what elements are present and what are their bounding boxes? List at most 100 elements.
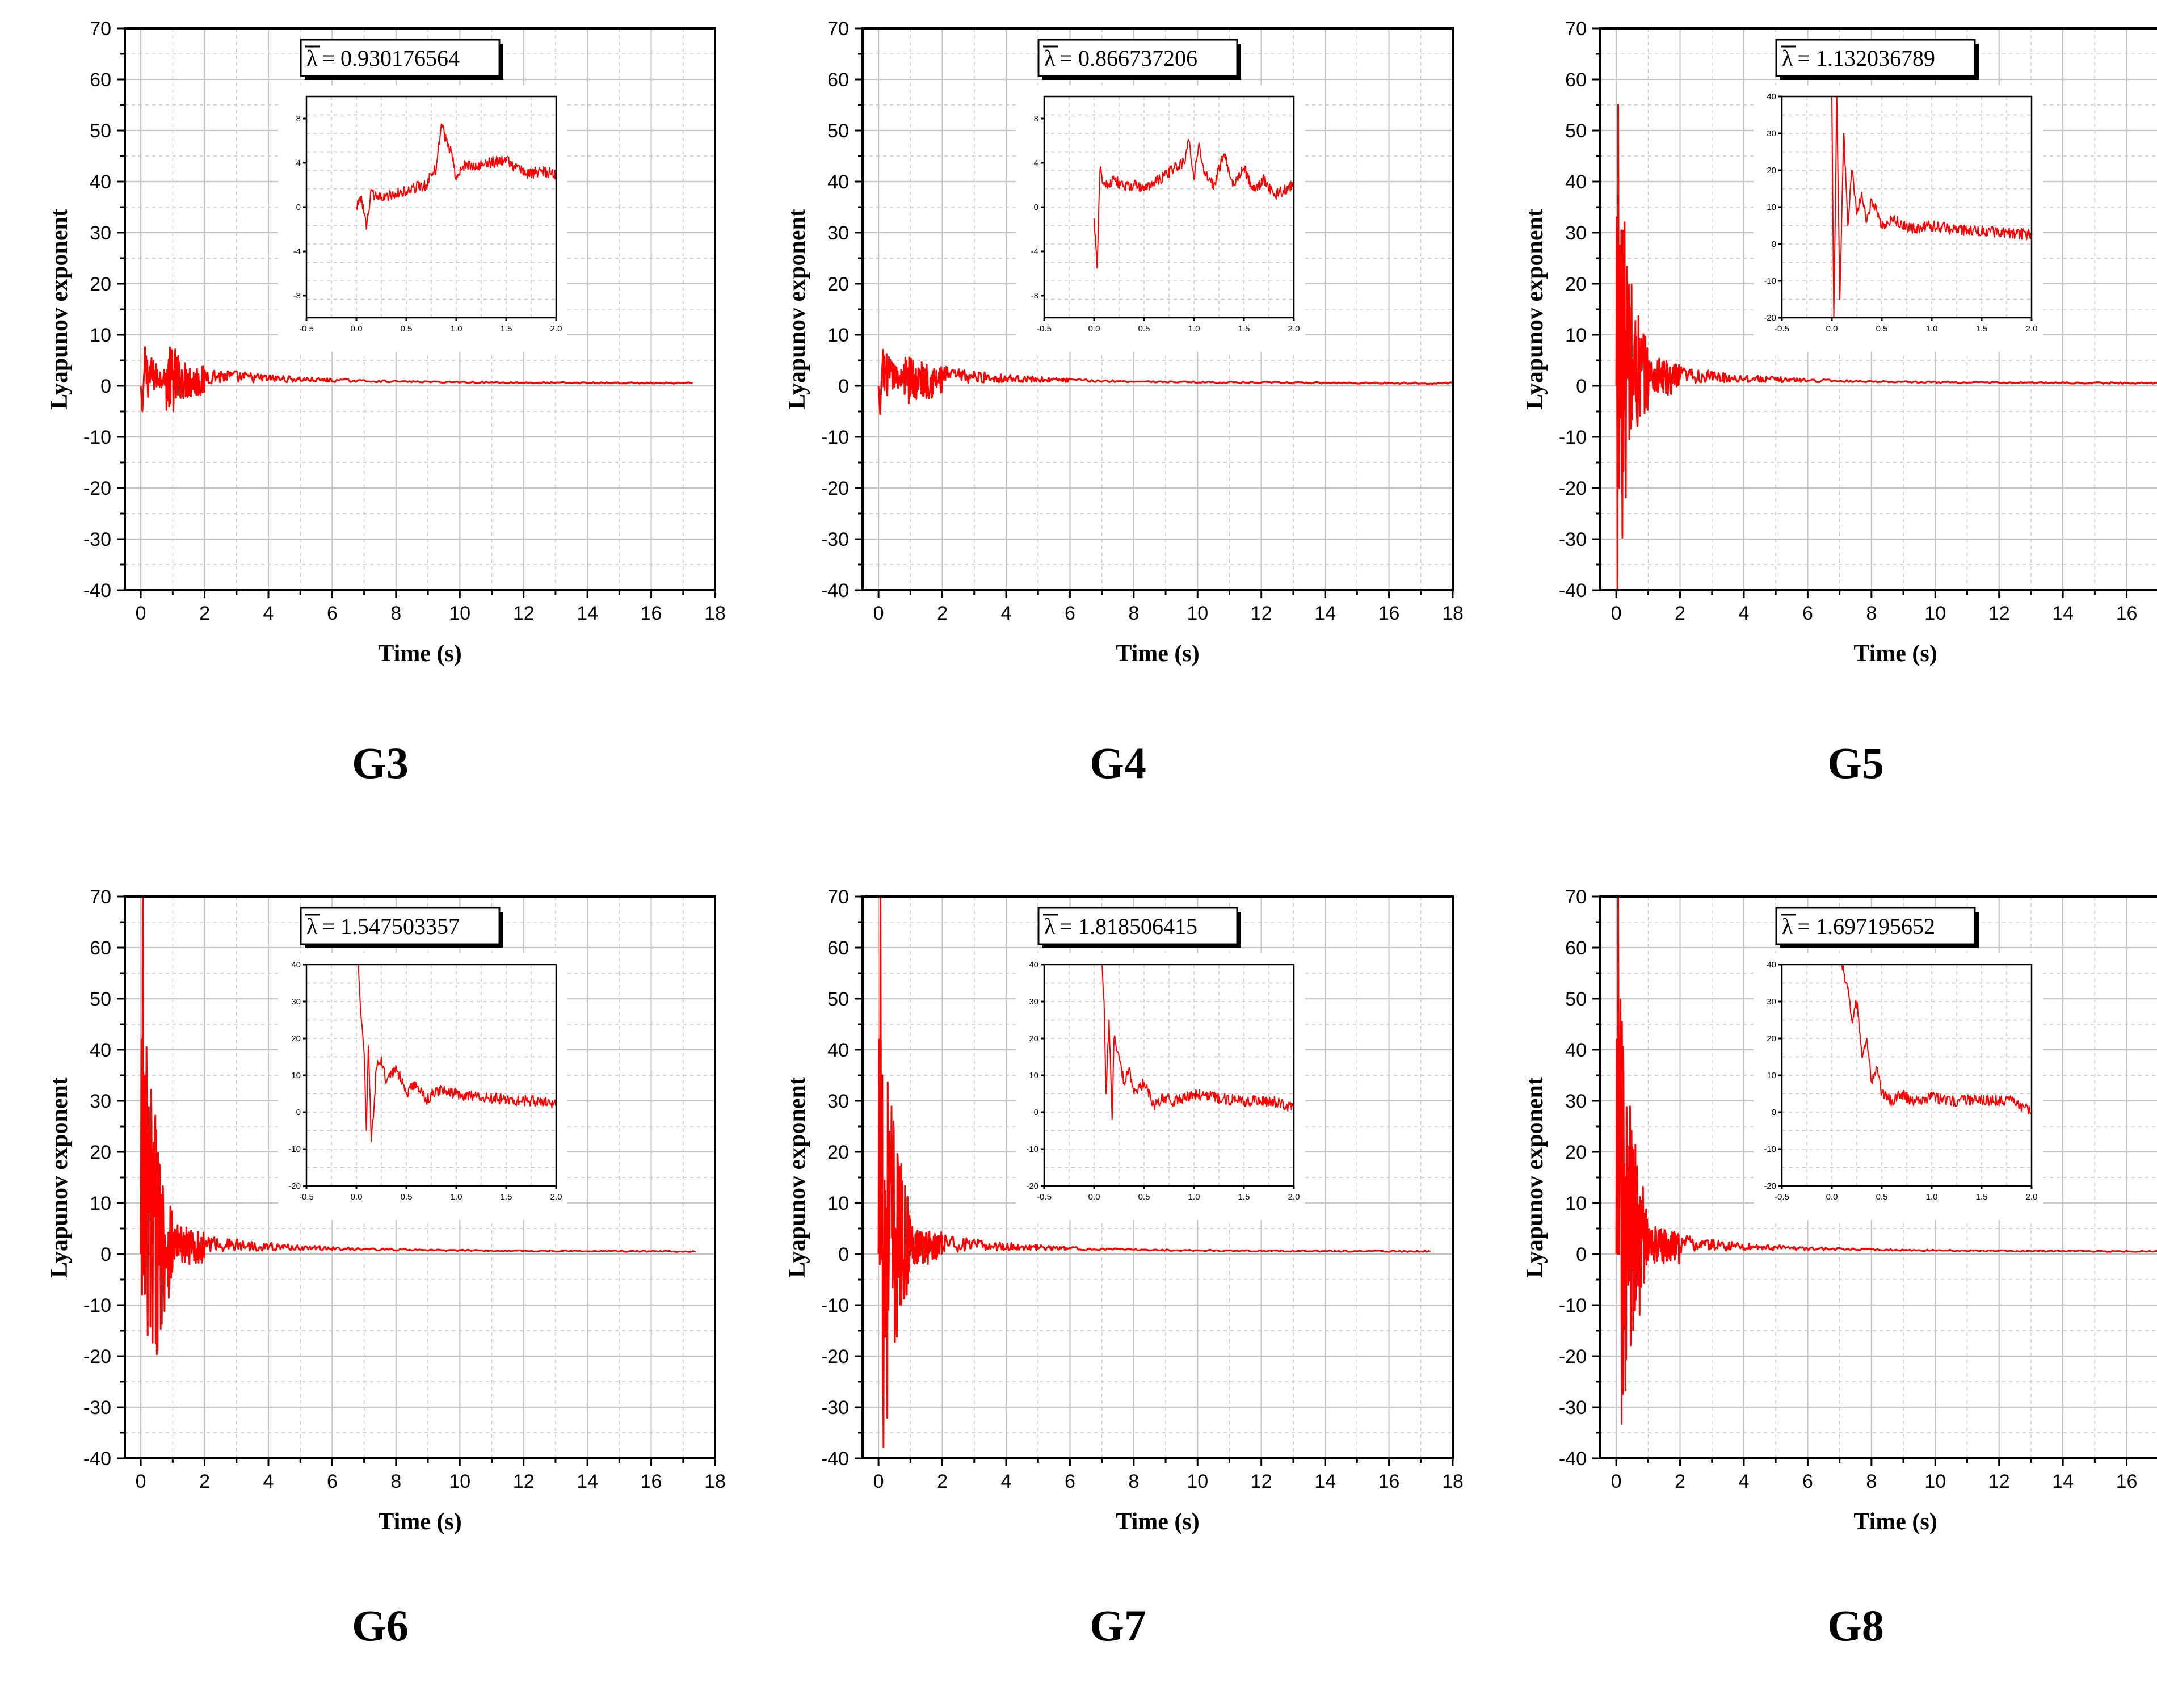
x-tick-label: 2 — [199, 603, 210, 624]
x-tick-label: 4 — [263, 1471, 274, 1492]
inset-x-tick-label: 0.0 — [1088, 1192, 1100, 1202]
inset-x-tick-label: 1.0 — [1188, 1192, 1200, 1202]
x-tick-label: 4 — [1001, 1471, 1012, 1492]
x-tick-label: 2 — [937, 1471, 948, 1492]
inset-y-tick-label: 0 — [296, 1108, 301, 1117]
inset-x-tick-label: 1.5 — [501, 324, 512, 334]
inset-x-tick-label: 2.0 — [550, 1192, 562, 1202]
inset-y-tick-label: -20 — [1026, 1181, 1038, 1191]
inset-x-tick-label: 0.5 — [1138, 1192, 1150, 1202]
panel-g4: 0 2 4 6 8 10 12 14 16 18 -40 -30 -20 -10 0 10 20 30 40 50 60… — [760, 0, 1475, 840]
x-tick-label: 4 — [263, 603, 274, 624]
inset-x-tick-label: 0.0 — [351, 1192, 363, 1202]
y-tick-label: -30 — [821, 1397, 849, 1419]
inset-y-tick-label: 30 — [291, 997, 301, 1007]
y-tick-label: 10 — [827, 1193, 849, 1214]
panel-g3: 0 2 4 6 8 10 12 14 16 18 -40 -30 -20 -10 0 10 20 30 40 50 60… — [23, 0, 738, 840]
y-tick-label: 40 — [90, 171, 111, 193]
y-tick-label: 10 — [1565, 1193, 1587, 1214]
x-tick-label: 6 — [1065, 1471, 1075, 1492]
y-tick-label: -10 — [821, 1295, 849, 1316]
chart-g3: 0 2 4 6 8 10 12 14 16 18-40-30-20-100102030405060… — [47, 18, 726, 667]
lambda-symbol: λ — [1044, 45, 1056, 71]
inset-y-tick-label: 10 — [1767, 203, 1776, 212]
x-tick-label: 8 — [390, 1471, 401, 1492]
inset-x-tick-label: 2.0 — [2026, 1192, 2038, 1202]
inset-y-tick-label: 20 — [1767, 1034, 1776, 1044]
x-axis-title: Time (s) — [1853, 1509, 1937, 1535]
inset-x-tick-label: 1.5 — [501, 1192, 512, 1202]
y-axis-title: Lyapunov exponent — [1522, 1077, 1548, 1278]
x-tick-label: 10 — [1924, 1471, 1946, 1492]
inset-y-tick-label: 40 — [1767, 92, 1776, 102]
inset-y-tick-label: 40 — [1029, 960, 1038, 970]
x-tick-label: 6 — [327, 1471, 338, 1492]
inset-y-tick-label: 20 — [1767, 166, 1776, 175]
y-axis-title: Lyapunov exponent — [47, 1077, 73, 1278]
inset-y-tick-label: -10 — [1026, 1145, 1038, 1154]
inset-x-tick-label: 0.0 — [1088, 324, 1100, 334]
x-tick-label: 6 — [1802, 1471, 1813, 1492]
inset-x-tick-label: 0.0 — [1826, 324, 1838, 334]
y-tick-label: -40 — [1559, 580, 1587, 601]
x-tick-label: 8 — [1128, 603, 1139, 624]
inset-x-tick-label: 1.5 — [1238, 324, 1250, 334]
inset-series-line — [1101, 964, 1294, 1120]
inset-x-tick-label: 1.5 — [1976, 1192, 1988, 1202]
lambda-annotation-text: λ = 0.866737206 — [1044, 45, 1197, 71]
y-tick-label: -20 — [83, 478, 111, 499]
x-tick-label: 16 — [1378, 1471, 1400, 1492]
y-tick-label: 50 — [827, 120, 849, 142]
inset-y-tick-label: 10 — [291, 1071, 301, 1080]
inset-series-line — [1094, 138, 1294, 269]
y-tick-label: 20 — [1565, 274, 1587, 295]
y-tick-label: -10 — [1559, 427, 1587, 448]
y-tick-label: 30 — [827, 1091, 849, 1112]
y-axis-title: Lyapunov exponent — [784, 1077, 810, 1278]
x-tick-label: 14 — [577, 1471, 598, 1492]
y-tick-label: 70 — [90, 886, 111, 908]
inset-x-tick-label: -0.5 — [299, 324, 314, 334]
panel-label-g8: G8 — [1827, 1601, 1884, 1650]
chart-g7: 0 2 4 6 8 10 12 14 16 18 -40 -30 -20 -10 0 10 20 30 40 50 60… — [784, 886, 1464, 1535]
lyapunov-series-line — [877, 895, 1431, 1449]
annotation-box — [1775, 907, 1976, 945]
x-tick-label: 0 — [1611, 603, 1622, 624]
inset-y-tick-label: -20 — [288, 1181, 301, 1191]
y-tick-label: 50 — [1565, 988, 1587, 1010]
y-tick-label: 40 — [827, 1040, 849, 1061]
inset-series-line — [1831, 96, 2032, 318]
chart-g4: 0 2 4 6 8 10 12 14 16 18-40-30-20-100102030405060… — [784, 18, 1464, 667]
x-tick-label: 6 — [327, 603, 338, 624]
x-tick-label: 16 — [641, 603, 662, 624]
x-tick-label: 2 — [1675, 603, 1685, 624]
x-tick-label: 0 — [1611, 1471, 1622, 1492]
y-tick-label: 10 — [90, 325, 111, 346]
lambda-symbol: λ — [306, 914, 318, 939]
x-tick-label: 6 — [1065, 603, 1075, 624]
x-axis-title: Time (s) — [1116, 1509, 1199, 1535]
y-tick-label: -30 — [1559, 529, 1587, 550]
inset-x-tick-label: 1.0 — [1926, 324, 1938, 334]
annotation-box — [1037, 907, 1238, 945]
x-tick-label: 14 — [1314, 1471, 1336, 1492]
inset-x-tick-label: 1.0 — [1188, 324, 1200, 334]
y-tick-label: -20 — [1559, 1346, 1587, 1368]
y-tick-label: -30 — [821, 529, 849, 550]
y-tick-label: 70 — [1565, 18, 1587, 40]
panel-label-g4: G4 — [1090, 738, 1146, 788]
x-tick-label: 2 — [1675, 1471, 1685, 1492]
inset-x-tick-label: 0.5 — [1138, 324, 1150, 334]
y-tick-label: 60 — [827, 69, 849, 91]
annotation-box — [300, 907, 501, 945]
y-tick-label: 50 — [90, 120, 111, 142]
x-tick-label: 12 — [1988, 603, 2010, 624]
y-tick-label: 20 — [90, 1142, 111, 1163]
inset-x-tick-label: 0.5 — [1876, 324, 1888, 334]
y-tick-label: -10 — [821, 427, 849, 448]
inset-y-tick-label: -20 — [1764, 313, 1776, 323]
panel-g8: 024681012141618-40-30-20-100102030405060… — [1498, 868, 2157, 1708]
y-tick-label: 0 — [100, 1244, 111, 1265]
inset-x-tick-label: -0.5 — [1775, 1192, 1789, 1202]
y-tick-label: 40 — [827, 171, 849, 193]
